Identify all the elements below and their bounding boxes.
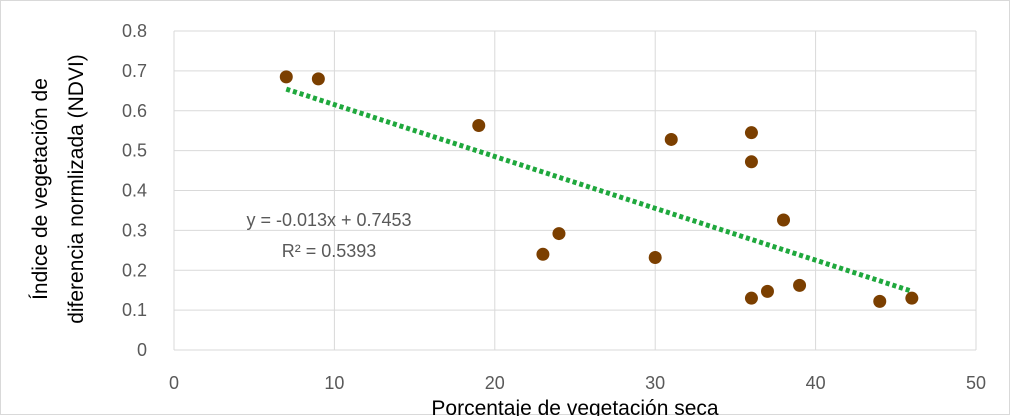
tick-labels: 0 0.1 0.2 0.3 0.4 0.5 0.6 0.7 0.8 0 10 20 30 40 50 bbox=[122, 21, 986, 393]
data-point bbox=[648, 250, 662, 264]
data-point bbox=[744, 126, 758, 140]
trendline bbox=[285, 86, 913, 294]
y-tick-label: 0 bbox=[137, 340, 147, 360]
trendline-r-squared: R² = 0.5393 bbox=[282, 241, 377, 261]
x-axis-title: Porcentaje de vegetación seca bbox=[431, 397, 719, 416]
data-points bbox=[279, 70, 919, 308]
y-tick-label: 0.2 bbox=[122, 260, 147, 280]
data-point bbox=[744, 291, 758, 305]
y-axis-title-line-2: diferencia normlizada (NDVI) bbox=[65, 54, 88, 324]
y-tick-label: 0.5 bbox=[122, 141, 147, 161]
y-tick-label: 0.7 bbox=[122, 61, 147, 81]
x-tick-label: 40 bbox=[806, 373, 826, 393]
data-point bbox=[472, 119, 486, 133]
y-axis-title: Índice de vegetación de diferencia norml… bbox=[29, 54, 88, 324]
x-tick-label: 20 bbox=[485, 373, 505, 393]
x-tick-label: 50 bbox=[966, 373, 986, 393]
data-point bbox=[905, 291, 919, 305]
data-point bbox=[873, 294, 887, 308]
y-tick-label: 0.8 bbox=[122, 21, 147, 41]
data-point bbox=[536, 247, 550, 261]
data-point bbox=[664, 132, 678, 146]
y-tick-label: 0.6 bbox=[122, 101, 147, 121]
y-tick-label: 0.1 bbox=[122, 300, 147, 320]
trendline-path bbox=[285, 86, 913, 294]
data-point bbox=[279, 70, 293, 84]
y-tick-label: 0.3 bbox=[122, 220, 147, 240]
data-point bbox=[552, 227, 566, 241]
grid-lines bbox=[173, 30, 977, 351]
data-point bbox=[760, 284, 774, 298]
x-tick-label: 0 bbox=[169, 373, 179, 393]
data-point bbox=[793, 278, 807, 292]
data-point bbox=[777, 213, 791, 227]
y-axis-title-line-1: Índice de vegetación de bbox=[29, 78, 52, 300]
y-tick-label: 0.4 bbox=[122, 181, 147, 201]
x-tick-label: 10 bbox=[324, 373, 344, 393]
x-tick-label: 30 bbox=[645, 373, 665, 393]
data-point bbox=[744, 155, 758, 169]
data-point bbox=[311, 72, 325, 86]
trendline-equation: y = -0.013x + 0.7453 bbox=[246, 210, 411, 230]
